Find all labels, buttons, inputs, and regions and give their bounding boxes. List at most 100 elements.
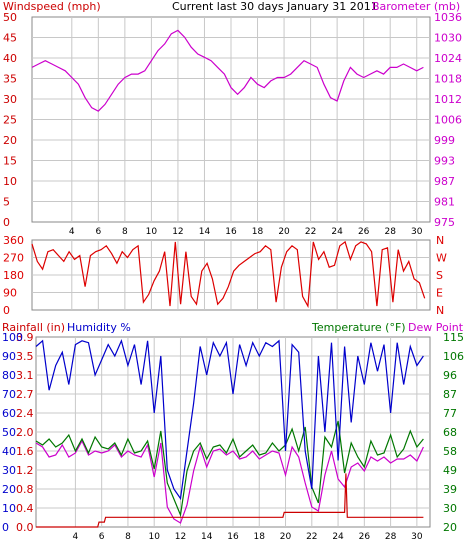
x-tick-label: 14	[201, 532, 213, 542]
direction-tick-label: 0	[3, 304, 10, 317]
temperature-tick-label: 96	[443, 369, 457, 382]
windspeed-tick-label: 40	[3, 52, 17, 65]
humidity-tick-label: 80	[2, 369, 16, 382]
compass-tick-label: N	[436, 234, 444, 247]
rainfall-tick-label: 2.0	[16, 426, 34, 439]
temperature-tick-label: 115	[443, 331, 464, 344]
windspeed-tick-label: 45	[3, 32, 17, 45]
humidity-series	[35, 338, 424, 501]
dewpoint-axis-label: Dew Point	[408, 321, 464, 334]
x-tick-label: 12	[175, 532, 186, 542]
rainfall-tick-label: 1.6	[16, 445, 34, 458]
temperature-tick-label: 87	[443, 388, 457, 401]
x-tick-label: 10	[146, 227, 158, 237]
barometer-tick-label: 1012	[434, 93, 462, 106]
x-tick-label: 14	[199, 227, 211, 237]
wind-direction-series	[31, 240, 426, 309]
compass-tick-label: N	[436, 304, 444, 317]
windspeed-tick-label: 15	[3, 155, 17, 168]
rainfall-tick-label: 0.8	[16, 483, 34, 496]
barometer-tick-label: 981	[434, 196, 455, 209]
direction-tick-label: 180	[3, 269, 24, 282]
x-tick-label: 6	[99, 532, 105, 542]
barometer-tick-label: 1030	[434, 32, 462, 45]
barometer-tick-label: 1024	[434, 52, 462, 65]
windspeed-tick-label: 5	[3, 196, 10, 209]
compass-tick-label: W	[436, 252, 447, 265]
barometer-tick-label: 999	[434, 134, 455, 147]
x-tick-label: 18	[254, 532, 266, 542]
barometer-tick-label: 1018	[434, 73, 462, 86]
windspeed-tick-label: 30	[3, 93, 17, 106]
temperature-tick-label: 58	[443, 445, 457, 458]
windspeed-tick-label: 35	[3, 73, 17, 86]
x-tick-label: 24	[332, 532, 344, 542]
windspeed-tick-label: 0	[3, 216, 10, 229]
x-tick-label: 22	[306, 532, 317, 542]
barometer-axis-label: Barometer (mb)	[372, 0, 460, 13]
rainfall-tick-label: 3.1	[16, 369, 34, 382]
humidity-tick-label: 70	[2, 388, 16, 401]
temperature-series	[35, 420, 424, 518]
temperature-tick-label: 68	[443, 426, 457, 439]
rainfall-tick-label: 2.4	[16, 407, 34, 420]
direction-tick-label: 360	[3, 234, 24, 247]
temperature-tick-label: 77	[443, 407, 457, 420]
temperature-tick-label: 49	[443, 464, 457, 477]
windspeed-tick-label: 50	[3, 11, 17, 24]
x-tick-label: 24	[331, 227, 343, 237]
temperature-tick-label: 30	[443, 502, 457, 515]
x-tick-label: 4	[73, 532, 79, 542]
temperature-axis-label: Temperature (°F)	[311, 321, 406, 334]
humidity-tick-label: 10	[2, 502, 16, 515]
x-tick-label: 30	[411, 227, 423, 237]
humidity-tick-label: 90	[2, 350, 16, 363]
x-tick-label: 30	[411, 532, 423, 542]
barometer-tick-label: 1006	[434, 114, 462, 127]
x-tick-label: 20	[278, 227, 290, 237]
temperature-tick-label: 39	[443, 483, 457, 496]
humidity-tick-label: 30	[2, 464, 16, 477]
x-tick-label: 12	[172, 227, 183, 237]
rainfall-tick-label: 3.5	[16, 350, 34, 363]
x-tick-label: 20	[280, 532, 292, 542]
x-tick-label: 8	[125, 532, 131, 542]
humidity-tick-label: 60	[2, 407, 16, 420]
x-tick-label: 8	[122, 227, 128, 237]
rainfall-axis-label: Rainfall (in)	[2, 321, 65, 334]
dewpoint-series	[35, 439, 424, 524]
temperature-tick-label: 106	[443, 350, 464, 363]
x-tick-label: 26	[358, 227, 370, 237]
humidity-tick-label: 0	[2, 521, 9, 534]
x-tick-label: 22	[305, 227, 316, 237]
x-tick-label: 6	[95, 227, 101, 237]
x-tick-label: 4	[69, 227, 75, 237]
direction-tick-label: 270	[3, 252, 24, 265]
windspeed-tick-label: 20	[3, 134, 17, 147]
temperature-tick-label: 20	[443, 521, 457, 534]
wind-barometer-panel: 0 5 10 15 20 25 30 35 40 45 50 975 981 987 993 999 1006…	[3, 0, 462, 237]
x-tick-label: 28	[385, 532, 397, 542]
x-tick-label: 16	[225, 227, 237, 237]
x-tick-label: 18	[252, 227, 264, 237]
rainfall-tick-label: 0.0	[16, 521, 34, 534]
x-tick-label: 28	[384, 227, 396, 237]
rainfall-tick-label: 1.2	[16, 464, 34, 477]
rainfall-series	[36, 473, 424, 528]
rainfall-tick-label: 3.9	[16, 331, 34, 344]
barometer-series	[31, 29, 424, 112]
windspeed-axis-label: Windspeed (mph)	[3, 0, 101, 13]
windspeed-tick-label: 10	[3, 175, 17, 188]
chart-title: Current last 30 days January 31 2011	[172, 0, 378, 13]
rainfall-tick-label: 2.7	[16, 388, 34, 401]
humidity-tick-label: 20	[2, 483, 16, 496]
barometer-tick-label: 975	[434, 216, 455, 229]
rainfall-tick-label: 0.4	[16, 502, 34, 515]
direction-tick-label: 90	[3, 287, 17, 300]
humidity-tick-label: 40	[2, 445, 16, 458]
windspeed-tick-label: 25	[3, 114, 17, 127]
barometer-tick-label: 987	[434, 175, 455, 188]
compass-tick-label: E	[436, 287, 443, 300]
